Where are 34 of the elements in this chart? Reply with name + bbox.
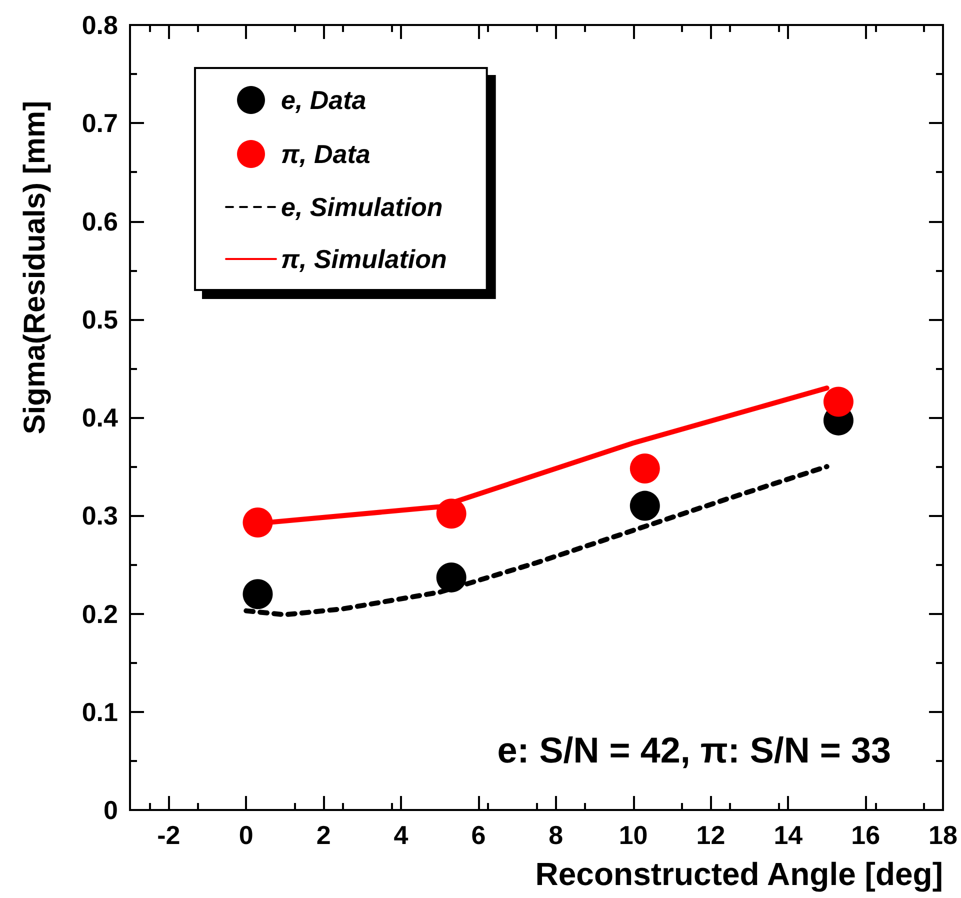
x-tick-label: 12 [696, 820, 726, 850]
point [630, 490, 660, 521]
y-tick-label: 0.2 [82, 598, 118, 629]
legend-label: e, Simulation [281, 192, 443, 222]
annotation: e: S/N = 42, π: S/N = 33 [497, 730, 891, 770]
y-tick-label: 0.7 [82, 108, 118, 138]
y-tick-label: 0.8 [82, 10, 118, 40]
point [436, 562, 466, 592]
x-tick-label: 0 [238, 820, 254, 850]
y-tick-label: 0 [104, 795, 118, 825]
x-tick-label: 8 [548, 820, 564, 850]
x-axis-title: Reconstructed Angle [deg] [535, 856, 943, 892]
point [242, 508, 273, 538]
y-tick-label: 0.5 [82, 304, 118, 334]
legend-label: e, Data [281, 85, 366, 115]
point [242, 579, 273, 610]
y-axis-title: Sigma(Residuals) [mm] [18, 100, 52, 434]
x-tick-label: -2 [157, 820, 180, 850]
point [824, 386, 854, 417]
x-tick-label: 4 [394, 820, 409, 850]
x-tick-label: 14 [774, 820, 804, 850]
point [436, 498, 466, 529]
x-tick-label: 16 [851, 820, 880, 850]
y-tick-label: 0.1 [82, 696, 118, 727]
y-tick-label: 0.4 [82, 402, 119, 432]
y-tick-label: 0.6 [82, 206, 118, 236]
point [630, 454, 660, 484]
x-tick-label: 18 [928, 820, 958, 850]
y-tick-label: 0.3 [82, 500, 118, 531]
x-tick-label: 2 [316, 820, 331, 850]
x-tick-label: 6 [471, 820, 486, 850]
legend-label: π, Simulation [281, 244, 447, 274]
x-tick-label: 10 [618, 820, 648, 850]
legend-label: π, Data [281, 139, 370, 169]
